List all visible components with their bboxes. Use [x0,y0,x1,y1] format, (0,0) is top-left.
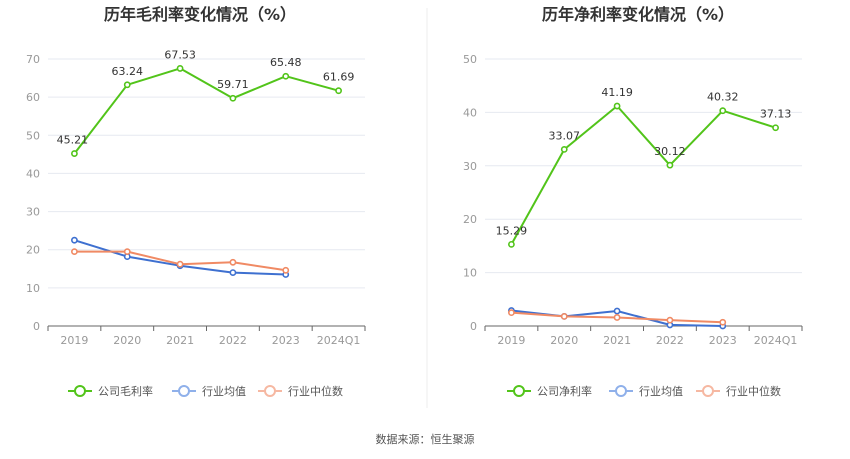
data-point [613,307,621,315]
chart-title: 历年净利率变化情况（%） [542,5,734,24]
y-tick-label: 60 [26,91,40,104]
data-point [282,266,290,274]
data-label: 40.32 [707,91,739,104]
y-tick-label: 20 [26,244,40,257]
data-point [666,161,674,169]
x-tick-label: 2024Q1 [754,334,798,347]
legend-marker [702,385,714,397]
legend-marker [513,385,525,397]
y-tick-label: 10 [463,267,477,280]
data-point [613,102,621,110]
x-tick-label: 2021 [166,334,194,347]
x-tick-label: 2022 [656,334,684,347]
legend-label[interactable]: 行业中位数 [288,384,343,398]
data-point [508,309,515,317]
y-tick-label: 40 [463,106,477,119]
data-label: 59.71 [217,78,249,91]
y-tick-label: 50 [26,129,40,142]
gross-margin-chart: 历年毛利率变化情况（%） 0 10 20 30 40 50 60 70 2019 2020 2021 2… [26,5,366,398]
data-label: 37.13 [760,108,792,121]
legend-label[interactable]: 行业均值 [639,385,683,398]
legend-marker [615,385,627,397]
legend-label[interactable]: 公司毛利率 [98,384,153,398]
x-tick-label: 2023 [709,334,737,347]
series-line [74,239,286,276]
x-tick-label: 2020 [550,334,578,347]
data-point [229,269,237,276]
y-tick-label: 70 [26,53,40,66]
data-label: 33.07 [549,129,581,142]
x-tick-label: 2024Q1 [317,334,361,347]
data-point [123,248,131,256]
data-point [123,81,131,89]
data-label: 15.29 [496,224,528,237]
data-point [335,87,342,95]
data-label: 67.53 [164,48,196,61]
y-tick-label: 20 [463,213,477,226]
legend-marker [264,385,276,397]
legend-marker [74,385,86,397]
y-tick-label: 30 [26,206,40,219]
data-label: 30.12 [654,145,686,158]
data-point [71,236,78,244]
series-line [510,105,776,245]
legend-label[interactable]: 公司净利率 [537,384,592,398]
series-line [73,67,339,155]
data-label: 61.69 [323,71,355,84]
y-tick-label: 0 [470,320,477,333]
chart-title: 历年毛利率变化情况（%） [104,5,296,24]
x-tick-label: 2021 [603,334,631,347]
data-point [176,65,184,72]
data-label: 65.48 [270,56,302,69]
data-point [560,312,568,320]
data-label: 63.24 [112,65,144,78]
data-point [508,240,515,248]
legend-label[interactable]: 行业均值 [202,385,246,398]
legend-marker [178,385,190,397]
data-point [666,316,674,324]
x-tick-label: 2019 [60,334,88,347]
legend-label[interactable]: 行业中位数 [726,384,781,398]
data-point [719,107,727,115]
source-note: 数据来源：恒生聚源 [376,432,475,446]
data-point [613,314,621,321]
x-tick-label: 2020 [113,334,141,347]
data-label: 41.19 [601,86,633,99]
x-tick-label: 2023 [272,334,300,347]
data-point [560,146,568,153]
data-point [71,150,78,157]
data-label: 45.21 [57,134,89,147]
data-point [176,260,184,268]
y-tick-label: 30 [463,160,477,173]
y-tick-label: 40 [26,167,40,180]
data-point [772,124,779,132]
x-tick-label: 2019 [497,334,525,347]
net-margin-chart: 历年净利率变化情况（%） 0 10 20 30 40 50 2019 2020 2021 2022 2… [463,5,803,398]
data-point [71,248,78,256]
y-tick-label: 0 [33,320,40,333]
y-tick-label: 10 [26,282,40,295]
data-point [229,94,237,102]
data-point [282,72,290,80]
y-tick-label: 50 [463,53,477,66]
data-point [719,318,727,326]
data-point [229,258,237,266]
x-tick-label: 2022 [219,334,247,347]
